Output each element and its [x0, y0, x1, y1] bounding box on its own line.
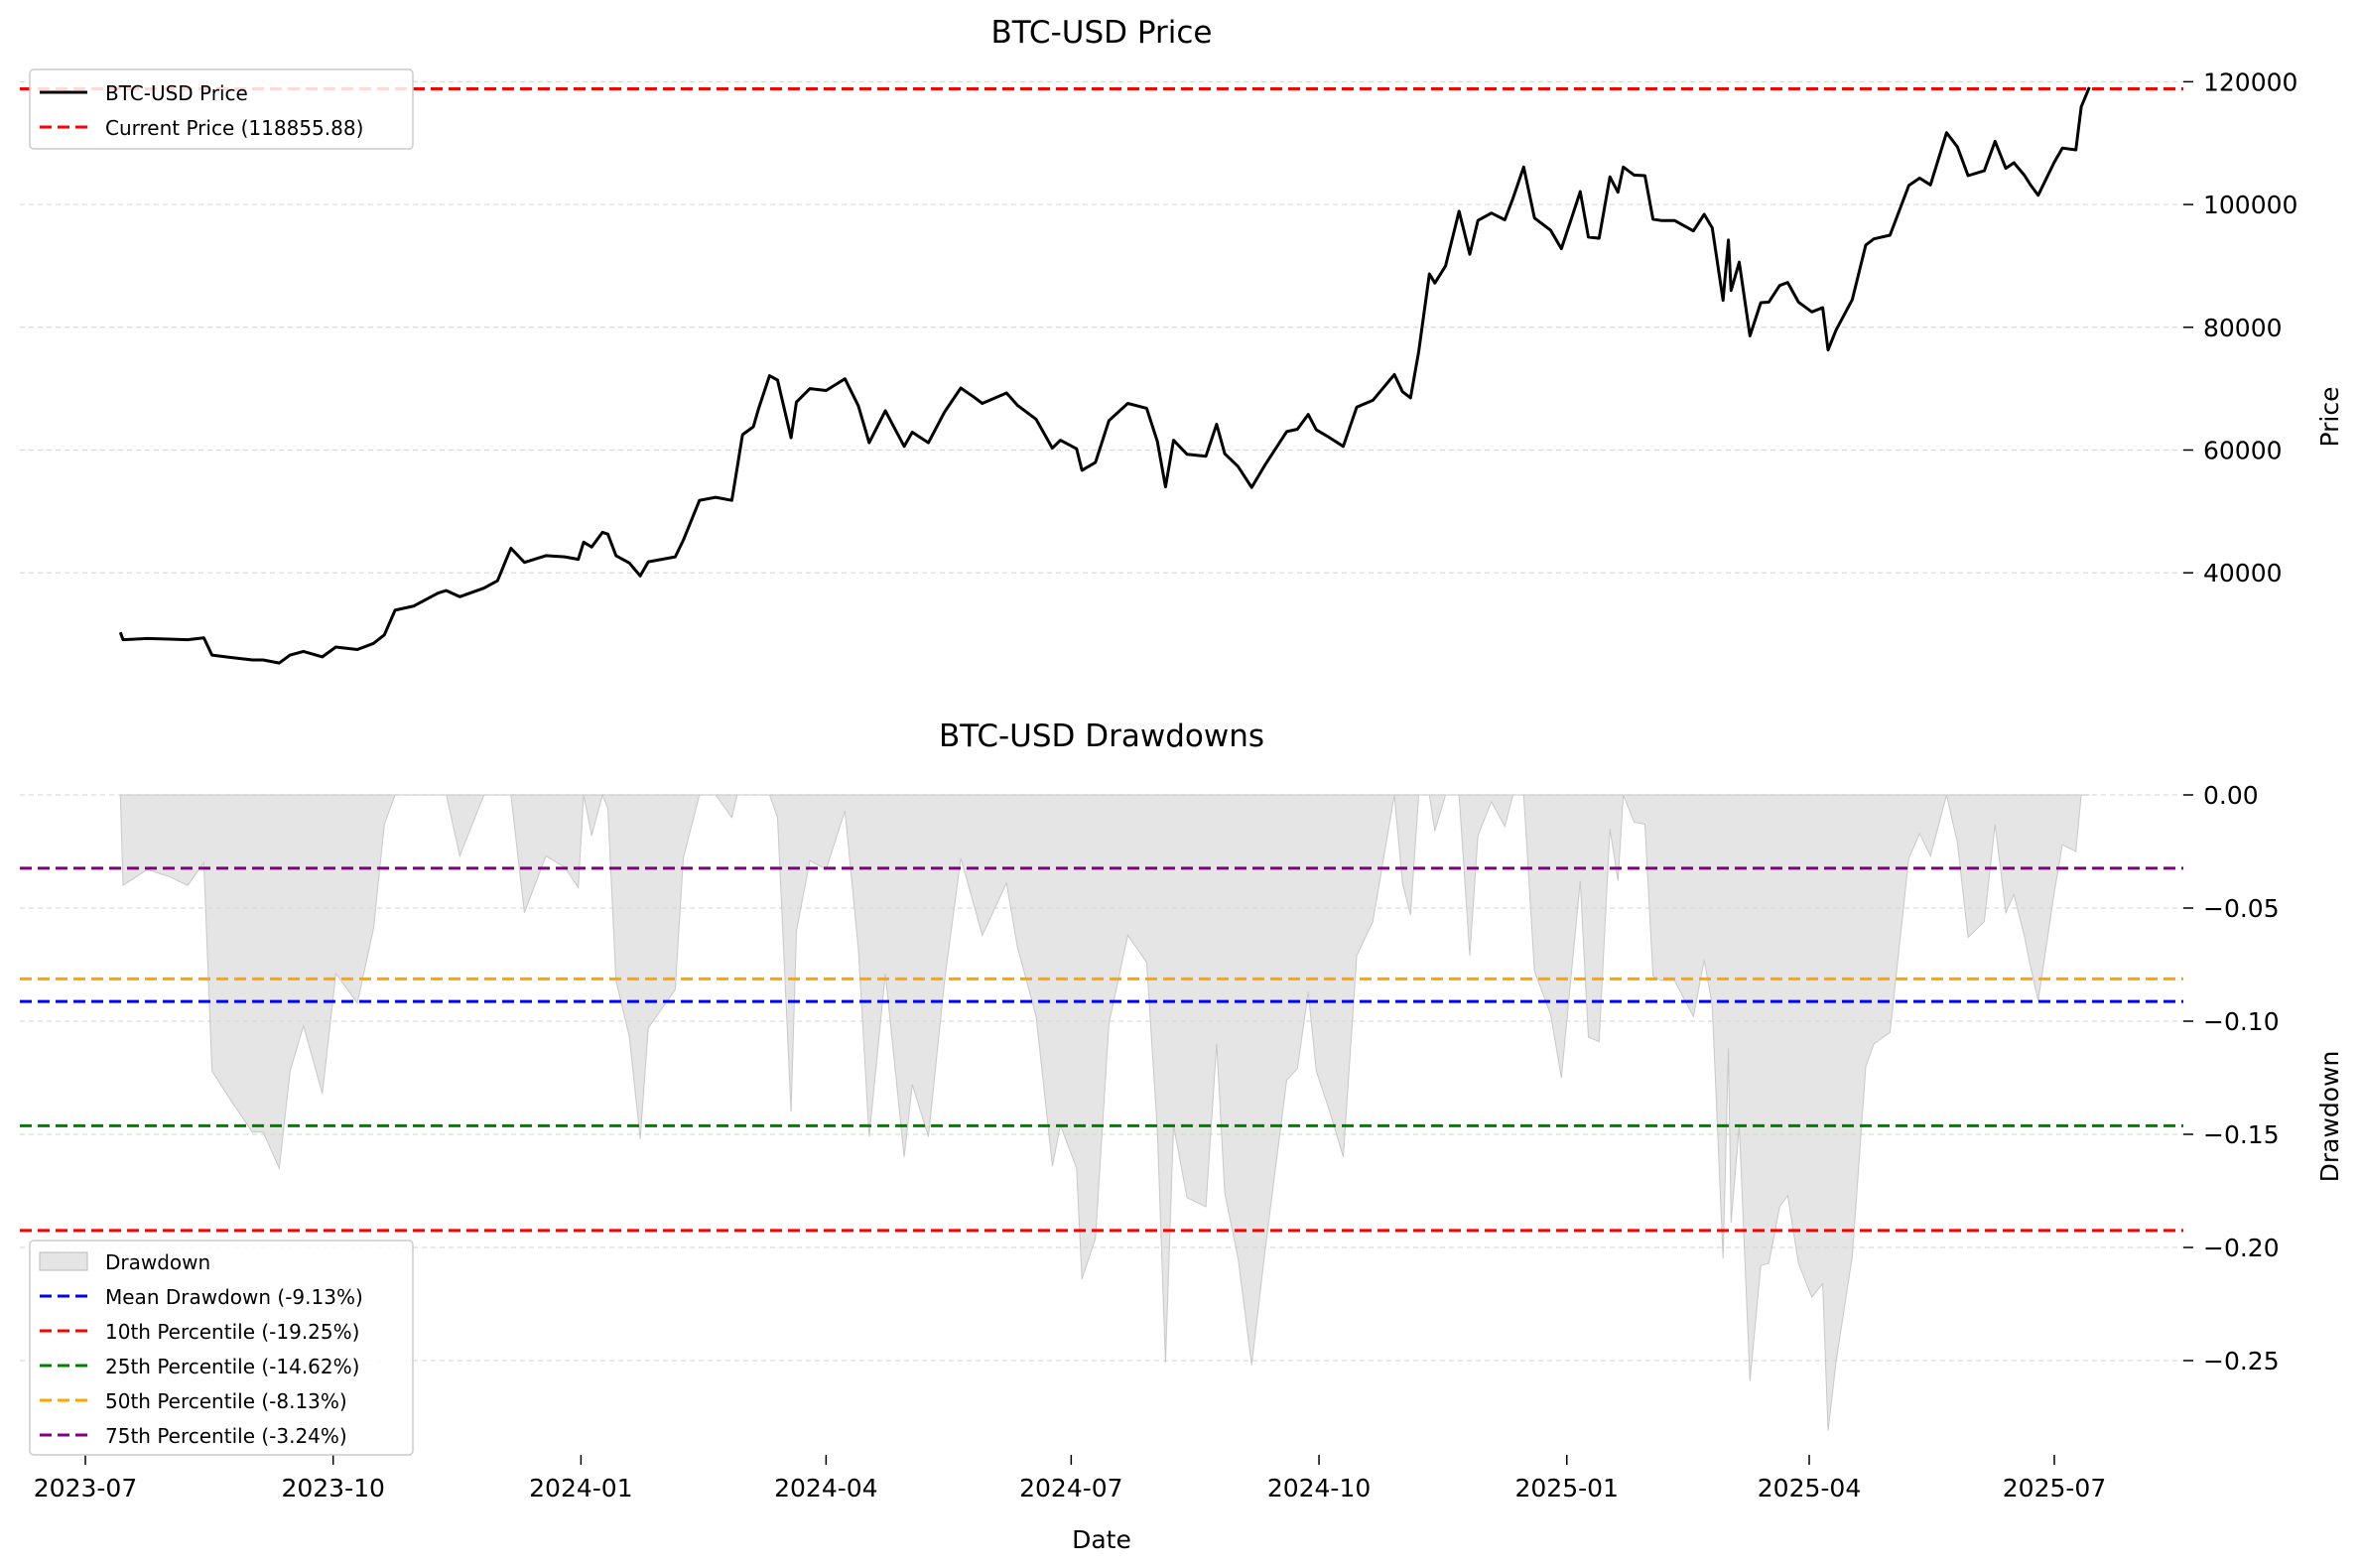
price-tick-label: 120000 [2203, 67, 2297, 96]
date-tick-label: 2024-04 [774, 1474, 877, 1503]
date-tick-label: 2025-04 [1758, 1474, 1861, 1503]
date-tick-label: 2025-01 [1515, 1474, 1619, 1503]
legend-label-drawdown: Drawdown [105, 1250, 210, 1274]
date-tick-label: 2024-07 [1019, 1474, 1122, 1503]
drawdown-axis-label: Drawdown [2315, 1051, 2344, 1183]
drawdown-tick-label: −0.05 [2203, 894, 2280, 923]
price-legend: BTC-USD Price Current Price (118855.88) [29, 68, 414, 150]
drawdown-tick-label: 0.00 [2203, 781, 2259, 810]
date-tick-label: 2024-10 [1267, 1474, 1371, 1503]
legend-label-price: BTC-USD Price [105, 81, 248, 105]
drawdown-legend: Drawdown Mean Drawdown (-9.13%) 10th Per… [29, 1240, 414, 1456]
drawdown-chart-title: BTC-USD Drawdowns [939, 719, 1264, 754]
price-tick-label: 40000 [2203, 559, 2283, 588]
price-axis-label: Price [2315, 387, 2344, 448]
price-legend-box [29, 68, 414, 150]
legend-label-p10: 10th Percentile (-19.25%) [105, 1320, 359, 1344]
drawdown-panel: 0.00 −0.05 −0.10 −0.15 −0.20 −0.25 2023-07 2023… [20, 781, 2280, 1503]
drawdown-tick-label: −0.20 [2203, 1234, 2280, 1262]
date-tick-label: 2023-10 [281, 1474, 384, 1503]
date-tick-label: 2025-07 [2003, 1474, 2106, 1503]
drawdown-area [119, 793, 2090, 1431]
legend-label-current-price: Current Price (118855.88) [105, 116, 363, 140]
date-tick-label: 2023-07 [34, 1474, 137, 1503]
drawdown-tick-label: −0.10 [2203, 1007, 2280, 1036]
price-chart-title: BTC-USD Price [991, 15, 1213, 51]
date-tick-label: 2024-01 [529, 1474, 632, 1503]
drawdown-legend-box [29, 1240, 414, 1456]
date-axis-label: Date [1072, 1525, 1131, 1554]
price-tick-label: 60000 [2203, 436, 2283, 464]
price-line [118, 86, 2091, 665]
drawdown-tick-label: −0.15 [2203, 1120, 2280, 1149]
legend-swatch-drawdown [39, 1251, 88, 1271]
legend-label-p75: 75th Percentile (-3.24%) [105, 1424, 347, 1448]
price-panel: 40000 60000 80000 100000 120000 [20, 67, 2297, 665]
price-tick-label: 100000 [2203, 191, 2297, 219]
legend-label-mean: Mean Drawdown (-9.13%) [105, 1285, 363, 1309]
legend-label-p25: 25th Percentile (-14.62%) [105, 1355, 359, 1378]
legend-label-p50: 50th Percentile (-8.13%) [105, 1389, 347, 1413]
price-tick-label: 80000 [2203, 314, 2283, 342]
drawdown-tick-label: −0.25 [2203, 1347, 2280, 1375]
